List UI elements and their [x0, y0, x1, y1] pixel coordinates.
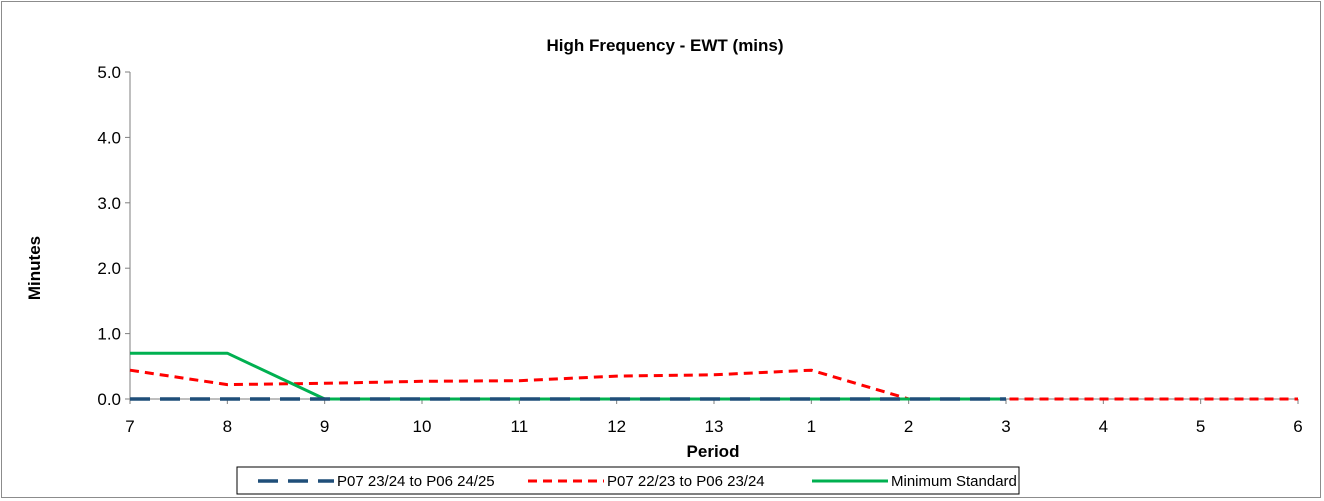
legend-label-minimum-standard: Minimum Standard: [891, 473, 1017, 490]
x-tick-label: 4: [1099, 417, 1108, 436]
x-tick-label: 2: [904, 417, 913, 436]
p07-2223-series-line: [129, 368, 1298, 401]
series-layer: [129, 351, 1298, 401]
x-tick-label: 10: [413, 417, 432, 436]
x-tick-label: 5: [1196, 417, 1205, 436]
legend-label-p07-2223: P07 22/23 to P06 23/24: [607, 473, 765, 490]
x-tick-label: 3: [1001, 417, 1010, 436]
y-tick-label: 4.0: [97, 128, 121, 147]
legend: P07 23/24 to P06 24/25 P07 22/23 to P06 2…: [236, 466, 1020, 495]
x-tick-label: 13: [705, 417, 724, 436]
x-tick-label: 6: [1293, 417, 1302, 436]
x-tick-label: 9: [320, 417, 329, 436]
minimum-standard-series-line: [130, 351, 1006, 401]
y-axis-title: Minutes: [25, 236, 44, 300]
y-tick-label: 2.0: [97, 259, 121, 278]
legend-label-p07-2324: P07 23/24 to P06 24/25: [337, 473, 495, 490]
x-axis-title: Period: [687, 442, 740, 461]
x-tick-label: 7: [125, 417, 134, 436]
chart-title: High Frequency - EWT (mins): [546, 36, 783, 55]
x-tick-label: 12: [607, 417, 626, 436]
y-tick-label: 3.0: [97, 194, 121, 213]
axes: 0.01.02.03.04.05.07 8 9 10 11 12 13 1 2 3 4 5 6: [97, 63, 1302, 436]
legend-box: [236, 466, 1020, 495]
y-tick-label: 0.0: [97, 390, 121, 409]
x-tick-label: 8: [223, 417, 232, 436]
y-tick-label: 1.0: [97, 325, 121, 344]
y-tick-label: 5.0: [97, 63, 121, 82]
x-tick-label: 11: [511, 417, 529, 436]
x-tick-label: 1: [807, 417, 816, 436]
